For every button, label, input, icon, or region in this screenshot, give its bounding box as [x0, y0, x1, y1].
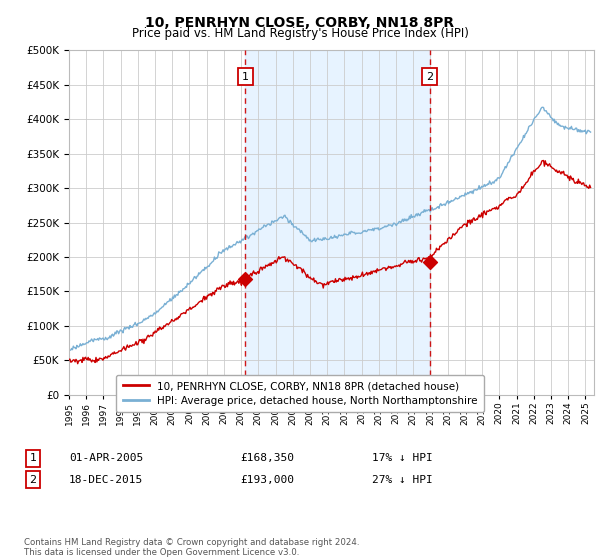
Point	[425, 258, 434, 267]
Text: 1: 1	[242, 72, 249, 82]
Bar	[245, 50, 430, 395]
Text: £193,000: £193,000	[240, 475, 294, 485]
Text: 17% ↓ HPI: 17% ↓ HPI	[372, 453, 433, 463]
Text: £168,350: £168,350	[240, 453, 294, 463]
Text: 2: 2	[29, 475, 37, 485]
Text: 10, PENRHYN CLOSE, CORBY, NN18 8PR: 10, PENRHYN CLOSE, CORBY, NN18 8PR	[145, 16, 455, 30]
Text: 27% ↓ HPI: 27% ↓ HPI	[372, 475, 433, 485]
Text: 1: 1	[29, 453, 37, 463]
Text: Price paid vs. HM Land Registry's House Price Index (HPI): Price paid vs. HM Land Registry's House …	[131, 27, 469, 40]
Text: Contains HM Land Registry data © Crown copyright and database right 2024.
This d: Contains HM Land Registry data © Crown c…	[24, 538, 359, 557]
Text: 2: 2	[426, 72, 433, 82]
Point	[241, 274, 250, 283]
Text: 18-DEC-2015: 18-DEC-2015	[69, 475, 143, 485]
Legend: 10, PENRHYN CLOSE, CORBY, NN18 8PR (detached house), HPI: Average price, detache: 10, PENRHYN CLOSE, CORBY, NN18 8PR (deta…	[116, 375, 484, 412]
Text: 01-APR-2005: 01-APR-2005	[69, 453, 143, 463]
